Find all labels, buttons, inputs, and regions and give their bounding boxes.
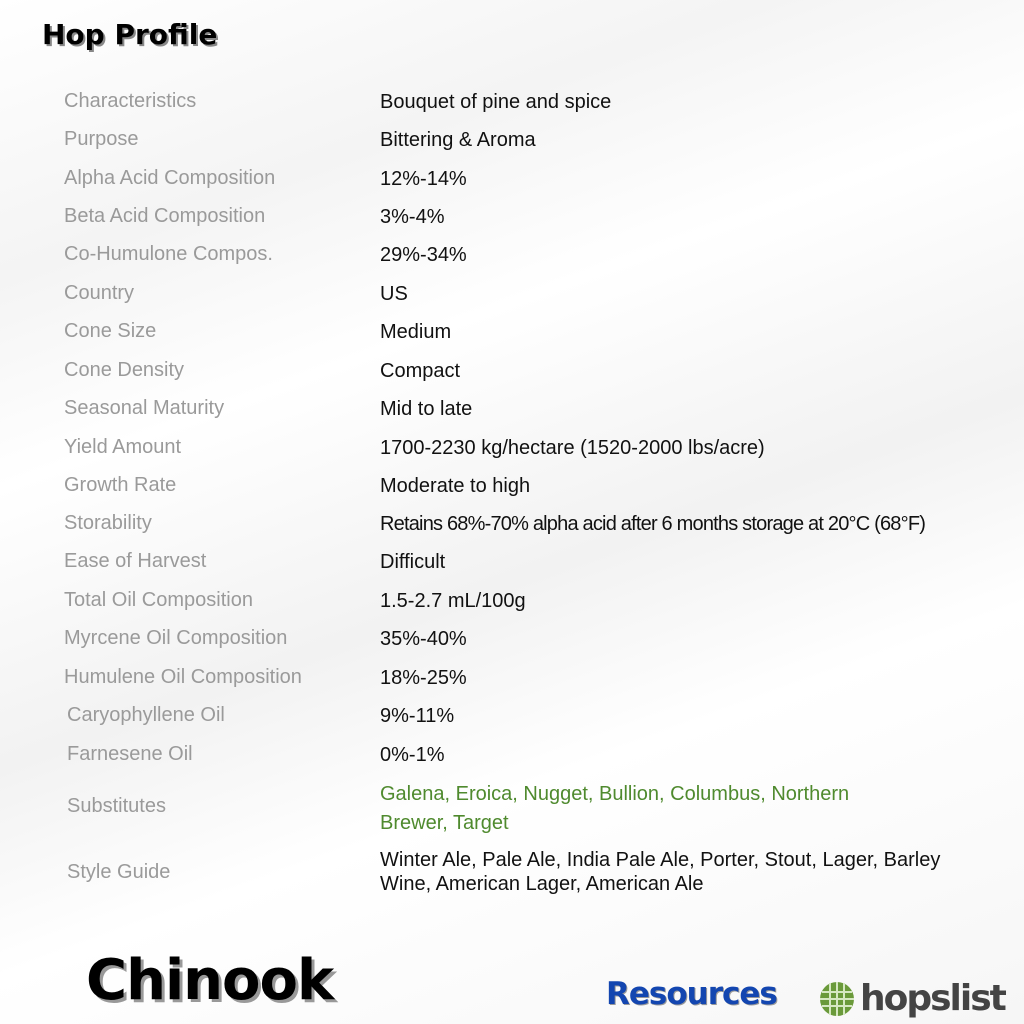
row-label: Humulene Oil Composition xyxy=(64,666,302,688)
row-label: Style Guide xyxy=(67,861,171,883)
logo-text: hopslist xyxy=(860,978,1007,1019)
row-label: Ease of Harvest xyxy=(64,550,207,572)
row-value: 18%-25% xyxy=(380,667,467,689)
row-label: Cone Size xyxy=(64,320,157,342)
row-value: Winter Ale, Pale Ale, India Pale Ale, Po… xyxy=(380,849,941,895)
row-label: Characteristics xyxy=(64,90,197,112)
row-value: 1700-2230 kg/hectare (1520-2000 lbs/acre… xyxy=(380,437,765,459)
row-label: Purpose xyxy=(64,128,139,150)
row-value: Difficult xyxy=(380,551,446,573)
row-label: Country xyxy=(64,282,135,304)
row-value: Moderate to high xyxy=(380,475,531,497)
row-label: Substitutes xyxy=(67,795,166,817)
row-label: Storability xyxy=(64,512,152,534)
row-label: Seasonal Maturity xyxy=(64,397,225,419)
row-value: Bittering & Aroma xyxy=(380,129,536,151)
row-label: Cone Density xyxy=(64,359,185,381)
row-label: Co-Humulone Compos. xyxy=(64,243,273,265)
row-value: 9%-11% xyxy=(380,705,455,727)
row-value: 1.5-2.7 mL/100g xyxy=(380,590,526,612)
row-value: Retains 68%-70% alpha acid after 6 month… xyxy=(380,513,926,535)
row-label: Farnesene Oil xyxy=(67,743,193,765)
row-label: Beta Acid Composition xyxy=(64,205,266,227)
row-value: Compact xyxy=(380,360,461,382)
row-label: Alpha Acid Composition xyxy=(64,167,276,189)
row-value: Mid to late xyxy=(380,398,473,420)
row-value: 3%-4% xyxy=(380,206,445,228)
row-label: Myrcene Oil Composition xyxy=(64,627,288,649)
row-value: 12%-14% xyxy=(380,168,467,190)
row-value: Medium xyxy=(380,321,452,343)
row-value: 0%-1% xyxy=(380,744,445,766)
row-value: US xyxy=(380,283,408,305)
row-label: Total Oil Composition xyxy=(64,589,253,611)
resources-link[interactable]: Resources xyxy=(606,976,778,1012)
hop-name: Chinook xyxy=(86,948,334,1013)
page-title: Hop Profile xyxy=(42,18,218,51)
row-value: Galena, Eroica, Nugget, Bullion, Columbu… xyxy=(380,783,850,834)
row-label: Growth Rate xyxy=(64,474,177,496)
row-value: Bouquet of pine and spice xyxy=(380,91,612,113)
row-value: 29%-34% xyxy=(380,244,467,266)
hop-cone-icon xyxy=(820,981,854,1016)
row-label: Yield Amount xyxy=(64,436,182,458)
row-value: 35%-40% xyxy=(380,628,467,650)
row-label: Caryophyllene Oil xyxy=(67,704,225,726)
hopslist-logo[interactable]: hopslist xyxy=(818,978,1007,1019)
